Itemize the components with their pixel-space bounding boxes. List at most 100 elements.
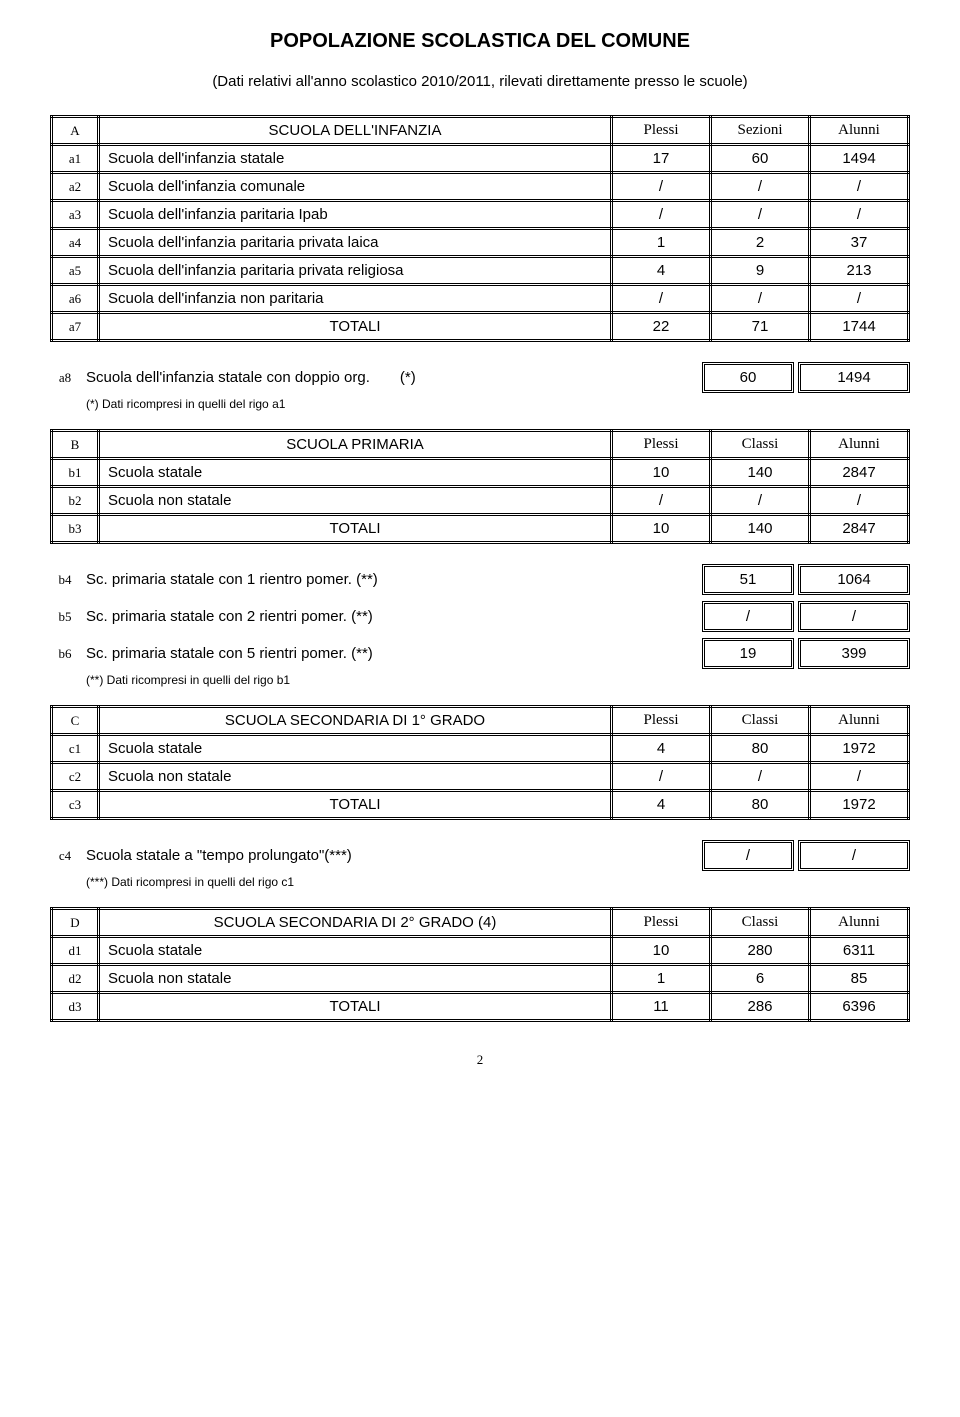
row-code: a2 xyxy=(52,173,99,201)
footnote-c4: (***) Dati ricompresi in quelli del rigo… xyxy=(86,875,910,889)
cell-value: 1494 xyxy=(810,145,909,173)
cell-value: 71 xyxy=(711,313,810,341)
table-header-row: C SCUOLA SECONDARIA DI 1° GRADO Plessi C… xyxy=(52,707,909,735)
page-title: POPOLAZIONE SCOLASTICA DEL COMUNE xyxy=(50,30,910,53)
col-header: Plessi xyxy=(612,117,711,145)
cell-value: 17 xyxy=(612,145,711,173)
cell-value: 2847 xyxy=(810,515,909,543)
value-box: 51 xyxy=(702,564,794,595)
star-marker: (*) xyxy=(400,369,416,386)
row-code: c3 xyxy=(52,791,99,819)
row-label: Scuola statale xyxy=(99,937,612,965)
cell-value: / xyxy=(612,173,711,201)
section-code: A xyxy=(52,117,99,145)
value-box: 60 xyxy=(702,362,794,393)
cell-value: / xyxy=(711,763,810,791)
section-code: C xyxy=(52,707,99,735)
cell-value: 1744 xyxy=(810,313,909,341)
col-header: Classi xyxy=(711,909,810,937)
cell-value: 85 xyxy=(810,965,909,993)
cell-value: / xyxy=(612,285,711,313)
row-label: Scuola dell'infanzia paritaria Ipab xyxy=(99,201,612,229)
col-header: Alunni xyxy=(810,909,909,937)
table-row: b2Scuola non statale/// xyxy=(52,487,909,515)
row-code: b2 xyxy=(52,487,99,515)
table-totali-row: a7 TOTALI 22 71 1744 xyxy=(52,313,909,341)
cell-value: 6396 xyxy=(810,993,909,1021)
footnote-b: (**) Dati ricompresi in quelli del rigo … xyxy=(86,673,910,687)
col-header: Plessi xyxy=(612,707,711,735)
cell-value: 1 xyxy=(612,229,711,257)
table-row: a2Scuola dell'infanzia comunale/// xyxy=(52,173,909,201)
cell-value: 280 xyxy=(711,937,810,965)
table-body: a1Scuola dell'infanzia statale17601494a2… xyxy=(52,145,909,313)
row-code: b3 xyxy=(52,515,99,543)
inline-row-c4: c4 Scuola statale a "tempo prolungato"(*… xyxy=(50,840,910,871)
value-box: / xyxy=(702,601,794,632)
row-code: a8 xyxy=(50,370,80,386)
table-body: c1Scuola statale4801972c2Scuola non stat… xyxy=(52,735,909,791)
row-code: a3 xyxy=(52,201,99,229)
col-header: Plessi xyxy=(612,909,711,937)
col-header: Alunni xyxy=(810,117,909,145)
cell-value: / xyxy=(711,285,810,313)
page-subtitle: (Dati relativi all'anno scolastico 2010/… xyxy=(50,73,910,90)
cell-value: 11 xyxy=(612,993,711,1021)
cell-value: 286 xyxy=(711,993,810,1021)
col-header: Plessi xyxy=(612,431,711,459)
cell-value: 4 xyxy=(612,791,711,819)
value-box: 399 xyxy=(798,638,910,669)
row-text: Sc. primaria statale con 5 rientri pomer… xyxy=(86,645,373,662)
cell-value: 10 xyxy=(612,515,711,543)
cell-value: 1972 xyxy=(810,735,909,763)
table-totali-row: b3 TOTALI 10 140 2847 xyxy=(52,515,909,543)
row-code: c2 xyxy=(52,763,99,791)
row-code: b6 xyxy=(50,646,80,662)
totali-label: TOTALI xyxy=(99,313,612,341)
row-label: Scuola non statale xyxy=(99,965,612,993)
table-section-c: C SCUOLA SECONDARIA DI 1° GRADO Plessi C… xyxy=(50,705,910,820)
row-code: d3 xyxy=(52,993,99,1021)
cell-value: 140 xyxy=(711,515,810,543)
table-section-d: D SCUOLA SECONDARIA DI 2° GRADO (4) Ples… xyxy=(50,907,910,1022)
totali-label: TOTALI xyxy=(99,993,612,1021)
cell-value: 2847 xyxy=(810,459,909,487)
cell-value: / xyxy=(810,763,909,791)
inline-row: b5 Sc. primaria statale con 2 rientri pom… xyxy=(50,601,910,632)
col-header: Alunni xyxy=(810,431,909,459)
cell-value: 6 xyxy=(711,965,810,993)
row-code: a1 xyxy=(52,145,99,173)
cell-value: 60 xyxy=(711,145,810,173)
table-row: d1Scuola statale102806311 xyxy=(52,937,909,965)
row-code: b4 xyxy=(50,572,80,588)
row-code: b5 xyxy=(50,609,80,625)
section-title: SCUOLA SECONDARIA DI 1° GRADO xyxy=(99,707,612,735)
cell-value: / xyxy=(810,173,909,201)
table-row: a5Scuola dell'infanzia paritaria privata… xyxy=(52,257,909,285)
cell-value: 22 xyxy=(612,313,711,341)
totali-label: TOTALI xyxy=(99,515,612,543)
table-row: a6Scuola dell'infanzia non paritaria/// xyxy=(52,285,909,313)
table-body: d1Scuola statale102806311d2Scuola non st… xyxy=(52,937,909,993)
row-text: Sc. primaria statale con 2 rientri pomer… xyxy=(86,608,373,625)
cell-value: / xyxy=(612,487,711,515)
table-row: d2Scuola non statale1685 xyxy=(52,965,909,993)
row-label: Scuola dell'infanzia paritaria privata l… xyxy=(99,229,612,257)
value-box: / xyxy=(798,601,910,632)
cell-value: / xyxy=(810,285,909,313)
cell-value: / xyxy=(612,763,711,791)
cell-value: 80 xyxy=(711,735,810,763)
section-title: SCUOLA PRIMARIA xyxy=(99,431,612,459)
row-text: Scuola dell'infanzia statale con doppio … xyxy=(86,369,370,386)
table-row: c1Scuola statale4801972 xyxy=(52,735,909,763)
table-header-row: D SCUOLA SECONDARIA DI 2° GRADO (4) Ples… xyxy=(52,909,909,937)
cell-value: / xyxy=(711,201,810,229)
table-totali-row: c3 TOTALI 4 80 1972 xyxy=(52,791,909,819)
row-label: Scuola statale xyxy=(99,459,612,487)
cell-value: 80 xyxy=(711,791,810,819)
table-row: a1Scuola dell'infanzia statale17601494 xyxy=(52,145,909,173)
row-code: d2 xyxy=(52,965,99,993)
value-box: 1494 xyxy=(798,362,910,393)
cell-value: / xyxy=(612,201,711,229)
row-code: d1 xyxy=(52,937,99,965)
